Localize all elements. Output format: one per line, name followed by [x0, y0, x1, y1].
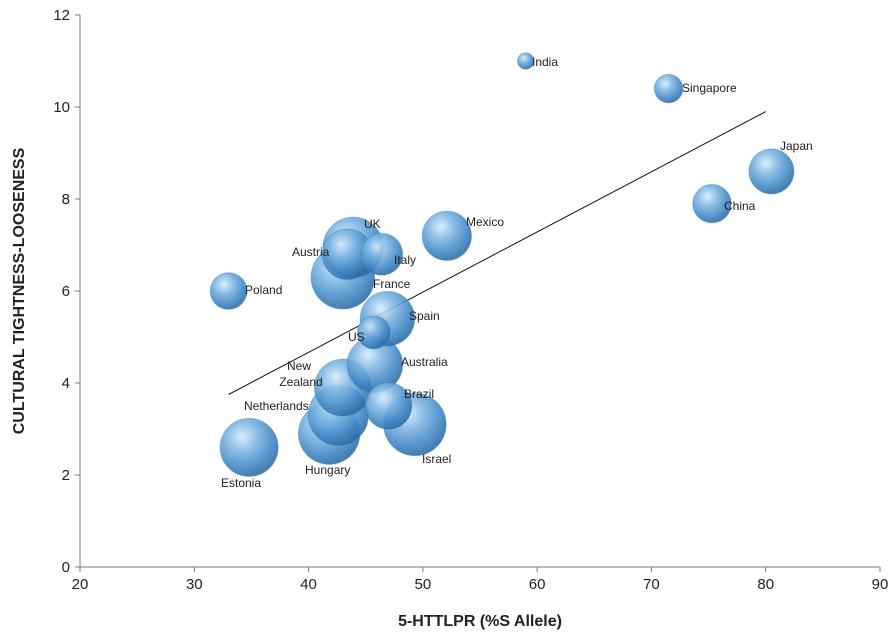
- bubble-china: [692, 183, 732, 224]
- axes: 20 30 40 50 60 70 80 90 0 2 4 6 8 10 12: [53, 7, 888, 593]
- bubble-us: [356, 315, 391, 350]
- bubble-japan: [748, 148, 795, 195]
- x-tick-label: 40: [300, 576, 317, 593]
- trendline: [228, 111, 766, 395]
- bubble-italy: [360, 232, 404, 276]
- y-tick-label: 8: [62, 191, 70, 208]
- bubbles: [209, 52, 795, 477]
- x-tick-label: 90: [872, 576, 889, 593]
- label-netherlands: Netherlands: [244, 399, 309, 413]
- bubble-mexico: [421, 210, 473, 261]
- x-axis-title: 5-HTTLPR (%S Allele): [398, 613, 562, 630]
- bubble-india: [516, 52, 535, 70]
- label-japan: Japan: [780, 139, 813, 153]
- x-tick-label: 20: [72, 576, 89, 593]
- bubble-poland: [209, 272, 248, 310]
- label-new-zealand: New Zealand: [279, 359, 322, 389]
- label-italy: Italy: [394, 253, 416, 267]
- label-uk: UK: [364, 217, 381, 231]
- label-us: US: [348, 330, 365, 344]
- label-austria: Austria: [292, 245, 330, 259]
- label-mexico: Mexico: [466, 215, 504, 229]
- country-labels: India Singapore Japan China Mexico UK Austria I…: [221, 55, 813, 490]
- x-tick-label: 30: [186, 576, 203, 593]
- label-france: France: [373, 277, 411, 291]
- label-spain: Spain: [409, 309, 440, 323]
- y-tick-label: 4: [62, 375, 70, 392]
- y-tick-label: 6: [62, 283, 70, 300]
- label-poland: Poland: [245, 283, 282, 297]
- bubble-brazil: [364, 382, 413, 430]
- label-australia: Australia: [401, 355, 448, 369]
- label-hungary: Hungary: [305, 463, 350, 477]
- label-israel: Israel: [422, 452, 451, 466]
- label-india: India: [532, 55, 558, 69]
- bubble-estonia: [219, 417, 279, 477]
- y-tick-label: 2: [62, 467, 70, 484]
- bubble-singapore: [653, 73, 684, 104]
- x-tick-label: 80: [757, 576, 774, 593]
- label-singapore: Singapore: [682, 81, 737, 95]
- trendline-group: [228, 111, 766, 395]
- x-tick-label: 60: [529, 576, 546, 593]
- y-axis-title: CULTURAL TIGHTNESS-LOOSENESS: [11, 147, 28, 434]
- x-tick-label: 50: [415, 576, 432, 593]
- y-tick-label: 10: [53, 99, 70, 116]
- label-estonia: Estonia: [221, 476, 261, 490]
- label-china: China: [724, 199, 756, 213]
- label-brazil: Brazil: [404, 387, 434, 401]
- y-tick-label: 12: [53, 7, 70, 24]
- x-tick-label: 70: [643, 576, 660, 593]
- y-tick-label: 0: [62, 559, 70, 576]
